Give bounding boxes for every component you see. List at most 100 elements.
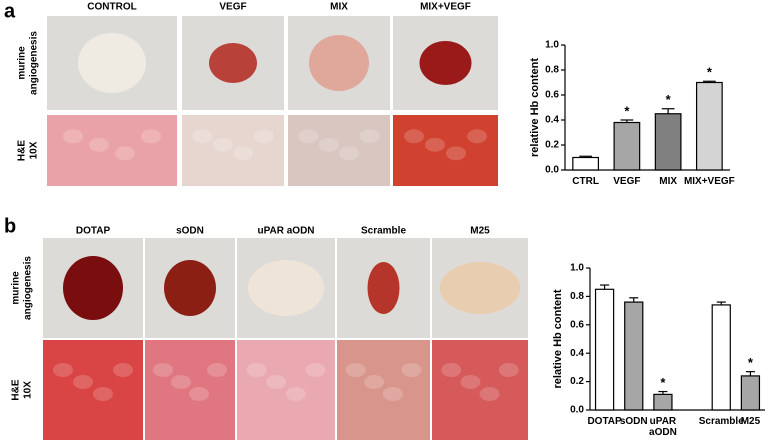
y-tick-label: 0.2 — [570, 376, 584, 387]
tissue — [164, 260, 216, 316]
column-label: uPAR aODN — [257, 226, 314, 237]
histology-texture — [339, 146, 360, 161]
bar — [711, 304, 731, 411]
row-label: angiogenesis — [29, 31, 40, 95]
x-tick-label: CTRL — [572, 176, 599, 187]
column-label: sODN — [176, 226, 204, 237]
y-tick-label: 0.2 — [545, 140, 559, 151]
histology-texture — [359, 129, 380, 144]
histology-texture — [498, 363, 519, 377]
row-label: 10X — [23, 381, 34, 399]
histology-texture — [298, 129, 319, 144]
histology-texture — [425, 137, 445, 152]
column-label: M25 — [470, 226, 490, 237]
y-tick-label: 0.4 — [570, 348, 584, 359]
row-label: 10X — [29, 141, 40, 159]
tissue — [78, 33, 146, 93]
histology — [337, 340, 430, 440]
tissue — [367, 262, 400, 314]
histology-texture — [305, 363, 326, 377]
histology-texture — [141, 129, 161, 144]
significance-mark: * — [748, 355, 754, 370]
column-label: Scramble — [361, 226, 406, 237]
tissue — [309, 35, 369, 91]
x-tick-label: VEGF — [613, 176, 640, 187]
tissue — [419, 41, 472, 85]
row-label: H&E — [17, 140, 28, 161]
histology-texture — [171, 375, 191, 389]
significance-mark: * — [666, 92, 672, 107]
histology-texture — [115, 146, 135, 161]
bar — [653, 393, 673, 411]
y-tick-label: 1.0 — [570, 263, 584, 274]
histology-texture — [192, 129, 213, 144]
histology-texture — [285, 387, 306, 401]
tissue — [440, 262, 520, 314]
column-label: VEGF — [219, 2, 246, 13]
x-tick-label: sODN — [620, 416, 648, 427]
row-label: murine — [11, 271, 22, 305]
column-label: MIX — [330, 2, 348, 13]
y-tick-label: 0.4 — [545, 115, 559, 126]
histology-texture — [441, 363, 462, 377]
column-label: CONTROL — [87, 2, 136, 13]
y-tick-label: 0.6 — [570, 319, 584, 330]
x-tick-label: Scramble — [699, 416, 744, 427]
x-tick-label: M25 — [741, 416, 761, 427]
histology-texture — [153, 363, 173, 377]
histology-texture — [253, 129, 274, 144]
significance-mark: * — [660, 375, 666, 390]
histology — [288, 115, 390, 186]
bar — [613, 121, 641, 171]
histology — [237, 340, 335, 440]
histology-texture — [113, 363, 133, 377]
histology-texture — [460, 375, 481, 389]
row-label: angiogenesis — [23, 256, 34, 320]
histology-texture — [404, 129, 424, 144]
histology-texture — [401, 363, 422, 377]
histology-texture — [63, 129, 83, 144]
panel-label: b — [4, 215, 16, 237]
bar — [572, 156, 600, 171]
tissue — [248, 260, 324, 316]
y-tick-label: 0.8 — [545, 65, 559, 76]
bar — [695, 81, 723, 171]
bar — [740, 375, 761, 411]
histology-texture — [93, 387, 113, 401]
tissue — [63, 256, 123, 320]
x-tick-label: DOTAP — [587, 416, 622, 427]
histology-texture — [467, 129, 487, 144]
histology — [145, 340, 235, 440]
y-tick-label: 0.0 — [570, 405, 584, 416]
histology-texture — [212, 137, 233, 152]
column-label: MIX+VEGF — [420, 2, 471, 13]
histology-texture — [446, 146, 466, 161]
histology-texture — [189, 387, 209, 401]
histology — [43, 340, 143, 440]
bar — [624, 301, 644, 411]
histology-texture — [382, 387, 403, 401]
x-tick-label: uPAR aODN — [649, 416, 677, 438]
bar — [654, 113, 682, 171]
y-tick-label: 0.0 — [545, 165, 559, 176]
histology-texture — [266, 375, 287, 389]
histology — [182, 115, 284, 186]
y-tick-label: 0.8 — [570, 291, 584, 302]
histology-texture — [53, 363, 73, 377]
histology-texture — [246, 363, 267, 377]
row-label: H&E — [11, 379, 22, 400]
panel-label: a — [4, 0, 16, 22]
histology-texture — [207, 363, 227, 377]
column-label: DOTAP — [76, 226, 111, 237]
y-tick-label: 1.0 — [545, 40, 559, 51]
y-axis-label: relative Hb content — [529, 58, 541, 157]
significance-mark: * — [624, 103, 630, 118]
x-tick-label: MIX — [659, 176, 677, 187]
significance-mark: * — [707, 65, 713, 80]
histology-texture — [73, 375, 93, 389]
histology-texture — [364, 375, 385, 389]
histology-texture — [89, 137, 109, 152]
x-tick-label: MIX+VEGF — [684, 176, 735, 187]
bar — [594, 288, 615, 411]
